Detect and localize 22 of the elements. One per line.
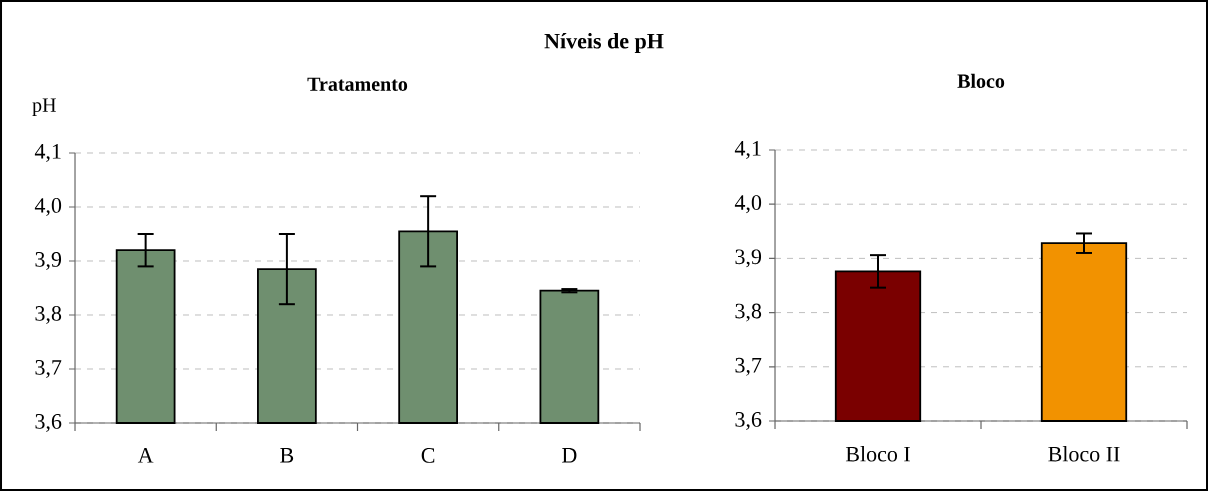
x-tick-label: D	[562, 448, 577, 463]
x-tick-label: Bloco II	[1048, 446, 1120, 462]
y-tick-label: 3,9	[735, 249, 762, 268]
y-tick-label: 3,9	[35, 252, 62, 270]
x-tick-label: B	[280, 448, 294, 463]
y-tick-label: 4,0	[34, 198, 62, 217]
chart-title: Bloco	[957, 73, 1005, 88]
y-tick-label: 4,0	[734, 195, 762, 214]
y-tick-label: 3,7	[35, 360, 62, 378]
y-tick-label: 3,8	[35, 306, 62, 324]
y-tick-label: 4,1	[734, 141, 761, 159]
y-axis-title: pH	[32, 98, 56, 116]
chart-title: Níveis de pH	[544, 33, 664, 53]
y-tick-label: 3,8	[735, 303, 762, 322]
x-tick-label: C	[421, 448, 435, 463]
y-tick-label: 4,1	[34, 144, 61, 162]
y-tick-label: 3,6	[35, 414, 62, 432]
x-tick-label: A	[137, 448, 154, 463]
y-tick-label: 3,6	[735, 412, 762, 430]
chart-subtitle: Tratamento	[307, 77, 408, 91]
x-tick-label: Bloco I	[845, 446, 910, 462]
y-tick-label: 3,7	[735, 357, 762, 376]
